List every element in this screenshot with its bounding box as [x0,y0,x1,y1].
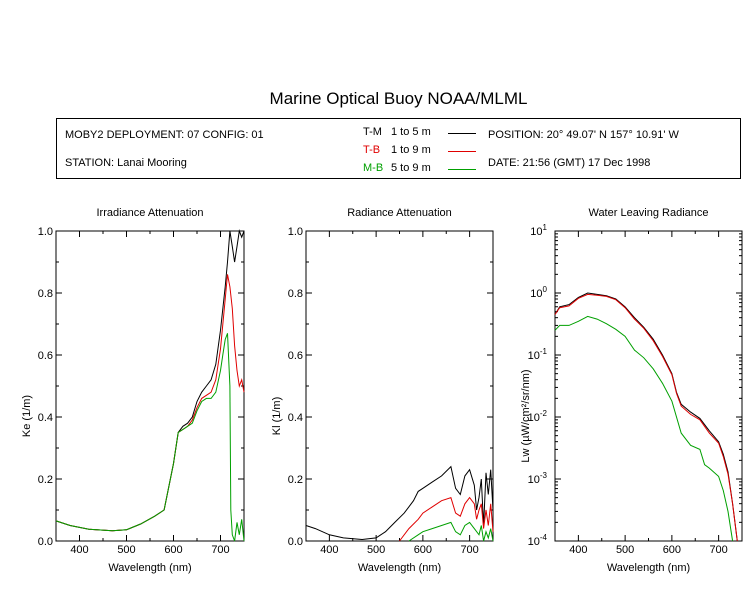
series-line-t-b [399,496,494,542]
y-tick-label: 0.4 [288,412,303,424]
y-tick-label: 0.8 [288,288,303,300]
legend-line-tb [448,151,476,152]
x-tick-label: 700 [709,544,727,556]
plot-frame [55,230,245,542]
legend-range-tm: 1 to 5 m [391,126,431,138]
chart-title: Water Leaving Radiance [588,207,708,219]
y-tick-label: 100 [530,285,547,300]
x-tick-label: 400 [569,544,587,556]
y-tick-label: 10-2 [528,409,548,424]
date-text: DATE: 21:56 (GMT) 17 Dec 1998 [488,157,651,169]
legend-line-mb [448,169,476,170]
legend-range-mb: 5 to 9 m [391,162,431,174]
x-tick-label: 600 [414,544,432,556]
y-tick-label: 10-3 [528,471,548,486]
y-tick-label: 0.6 [38,350,53,362]
legend-code-mb: M-B [363,162,384,174]
x-tick-label: 500 [616,544,634,556]
series-line-t-m [554,292,738,542]
x-tick-label: 500 [117,544,135,556]
plot-frame [305,230,494,542]
series-line-t-b [554,293,738,542]
y-tick-label: 101 [530,223,547,238]
series-line-m-b [554,315,734,542]
chart-title: Irradiance Attenuation [96,207,203,219]
chart-title: Radiance Attenuation [347,207,452,219]
x-axis-label: Wavelength (nm) [358,562,441,574]
x-tick-label: 600 [164,544,182,556]
legend-range-tb: 1 to 9 m [391,144,431,156]
info-box: MOBY2 DEPLOYMENT: 07 CONFIG: 01 STATION:… [56,118,741,179]
y-axis-label: Ke (1/m) [21,395,33,437]
series-line-m-b [55,333,245,542]
y-axis-label: Lw (µW/cm²/sr/nm) [520,369,532,462]
y-tick-label: 0.0 [288,536,303,548]
y-tick-label: 10-1 [528,347,548,362]
y-tick-label: 1.0 [288,226,303,238]
x-tick-label: 600 [663,544,681,556]
legend-code-tb: T-B [363,144,381,156]
plot-frame [554,230,743,542]
x-tick-label: 400 [70,544,88,556]
y-tick-label: 0.2 [38,474,53,486]
legend-line-tm [448,133,476,134]
y-tick-label: 0.8 [38,288,53,300]
x-tick-label: 700 [460,544,478,556]
series-line-t-m [305,465,494,541]
legend-code-tm: T-M [363,126,382,138]
x-axis-label: Wavelength (nm) [607,562,690,574]
x-tick-label: 400 [320,544,338,556]
deployment-text: MOBY2 DEPLOYMENT: 07 CONFIG: 01 [65,129,264,141]
position-text: POSITION: 20° 49.07' N 157° 10.91' W [488,129,679,141]
x-axis-label: Wavelength (nm) [108,562,191,574]
y-tick-label: 0.0 [38,536,53,548]
page-title: Marine Optical Buoy NOAA/MLML [269,89,528,108]
x-tick-label: 700 [211,544,229,556]
series-line-t-b [55,274,245,532]
y-tick-label: 0.4 [38,412,53,424]
x-tick-label: 500 [367,544,385,556]
y-tick-label: 0.2 [288,474,303,486]
y-tick-label: 1.0 [38,226,53,238]
y-axis-label: Kl (1/m) [271,397,283,436]
y-tick-label: 0.6 [288,350,303,362]
series-line-m-b [408,521,494,542]
station-text: STATION: Lanai Mooring [65,157,187,169]
y-tick-label: 10-4 [528,533,548,548]
